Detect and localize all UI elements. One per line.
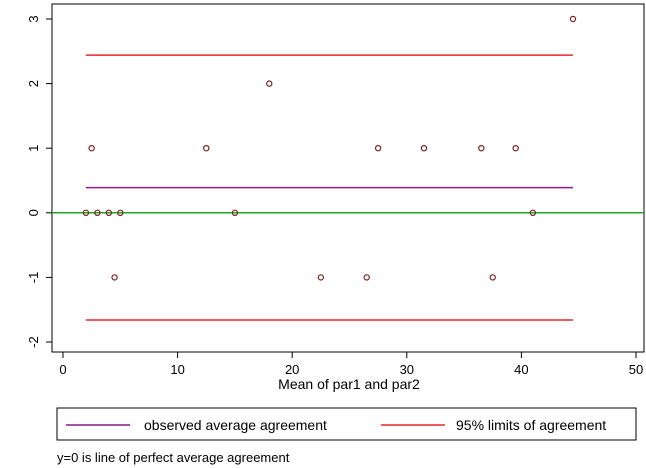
data-point-11 bbox=[374, 144, 382, 152]
data-point-6 bbox=[203, 144, 210, 152]
x-tick-label-0: 0 bbox=[59, 362, 66, 377]
data-point-8 bbox=[266, 80, 273, 87]
data-point-7 bbox=[231, 209, 239, 216]
data-point-16 bbox=[529, 209, 537, 216]
x-tick-label-3: 30 bbox=[400, 362, 414, 377]
x-tick-label-4: 40 bbox=[514, 362, 528, 377]
data-point-13 bbox=[478, 144, 485, 152]
data-point-5 bbox=[117, 209, 124, 216]
data-point-1 bbox=[88, 144, 95, 152]
data-point-14 bbox=[489, 274, 496, 281]
data-point-0 bbox=[82, 209, 90, 216]
x-axis: 0 10 20 30 40 50 bbox=[59, 352, 643, 377]
legend-label-limits-of-agreement: 95% limits of agreement bbox=[456, 417, 606, 433]
data-points bbox=[82, 15, 577, 281]
legend: observed average agreement 95% limits of… bbox=[56, 407, 637, 441]
data-point-17 bbox=[569, 15, 577, 23]
data-point-2 bbox=[94, 209, 101, 216]
y-tick-label-4: 2 bbox=[26, 80, 41, 87]
reference-lines bbox=[52, 54, 644, 321]
legend-label-observed-average: observed average agreement bbox=[144, 417, 327, 433]
y-tick-label-0: -2 bbox=[26, 336, 41, 348]
y-tick-label-3: 1 bbox=[26, 145, 41, 152]
data-point-10 bbox=[363, 274, 370, 281]
y-axis: -2 -1 0 1 2 3 bbox=[26, 15, 52, 348]
data-point-4 bbox=[111, 274, 118, 281]
data-point-12 bbox=[420, 144, 428, 152]
footnote: y=0 is line of perfect average agreement bbox=[57, 450, 290, 465]
plot-frame bbox=[51, 3, 645, 353]
y-tick-label-5: 3 bbox=[26, 15, 41, 22]
x-tick-label-1: 10 bbox=[170, 362, 184, 377]
x-tick-label-5: 50 bbox=[629, 362, 643, 377]
y-tick-label-1: -1 bbox=[26, 272, 41, 284]
data-point-9 bbox=[317, 274, 325, 281]
data-point-3 bbox=[105, 209, 113, 216]
plot-area bbox=[51, 3, 645, 353]
data-point-15 bbox=[512, 144, 519, 152]
x-axis-title: Mean of par1 and par2 bbox=[278, 376, 420, 392]
x-tick-label-2: 20 bbox=[285, 362, 299, 377]
legend-box bbox=[56, 407, 637, 441]
y-tick-label-2: 0 bbox=[26, 209, 41, 216]
